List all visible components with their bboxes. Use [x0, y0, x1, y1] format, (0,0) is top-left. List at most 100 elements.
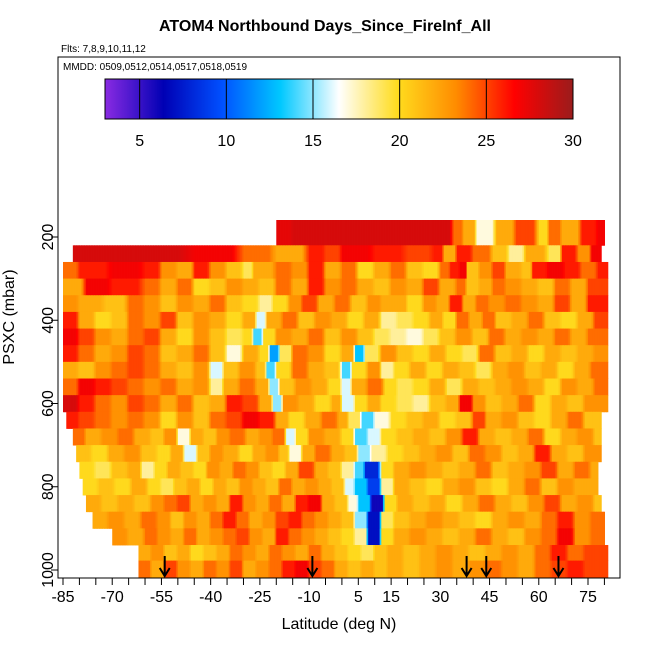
heatmap-cell: [346, 220, 350, 246]
heatmap-cell: [481, 411, 484, 429]
heatmap-cell: [333, 345, 336, 363]
heatmap-cell: [236, 461, 240, 479]
heatmap-cell: [268, 311, 271, 329]
heatmap-cell: [309, 445, 312, 463]
heatmap-cell: [169, 445, 172, 463]
heatmap-cell: [583, 395, 586, 413]
heatmap-cell: [522, 445, 525, 463]
heatmap-cell: [505, 220, 509, 246]
heatmap-cell: [81, 295, 84, 313]
heatmap-cell: [389, 220, 392, 246]
heatmap-cell: [291, 345, 294, 363]
heatmap-cell: [225, 445, 228, 463]
heatmap-cell: [92, 411, 95, 429]
heatmap-cell: [330, 278, 333, 296]
heatmap-cell: [215, 295, 218, 313]
heatmap-cell: [396, 445, 399, 463]
heatmap-cell: [358, 395, 361, 413]
heatmap-cell: [505, 461, 509, 479]
heatmap-cell: [176, 395, 179, 413]
heatmap-cell: [540, 345, 543, 363]
heatmap-cell: [159, 361, 163, 379]
heatmap-cell: [172, 461, 176, 479]
heatmap-cell: [456, 295, 459, 313]
heatmap-cell: [353, 478, 356, 496]
heatmap-cell: [108, 428, 112, 446]
heatmap-cell: [245, 461, 248, 479]
heatmap-cell: [573, 345, 576, 363]
heatmap-cell: [164, 395, 167, 413]
heatmap-cell: [579, 220, 583, 246]
heatmap-cell: [351, 278, 354, 296]
heatmap-cell: [131, 261, 135, 280]
heatmap-cell: [123, 295, 126, 313]
heatmap-cell: [338, 345, 341, 363]
heatmap-cell: [113, 411, 117, 429]
heatmap-cell: [519, 328, 522, 346]
heatmap-cell: [230, 411, 233, 429]
heatmap-cell: [164, 378, 167, 396]
heatmap-cell: [130, 361, 133, 379]
heatmap-cell: [151, 345, 154, 363]
heatmap-cell: [84, 361, 87, 379]
heatmap-cell: [318, 478, 322, 496]
heatmap-cell: [146, 411, 149, 429]
heatmap-cell: [230, 428, 233, 446]
heatmap-cell: [510, 461, 514, 479]
heatmap-cell: [330, 461, 333, 479]
heatmap-cell: [358, 378, 361, 396]
heatmap-cell: [107, 428, 110, 446]
heatmap-cell: [542, 445, 545, 463]
heatmap-cell: [163, 245, 166, 263]
heatmap-cell: [464, 345, 468, 363]
heatmap-cell: [381, 311, 384, 329]
heatmap-cell: [82, 245, 85, 263]
heatmap-cell: [456, 411, 459, 429]
heatmap-cell: [72, 378, 76, 396]
heatmap-cell: [72, 328, 76, 346]
heatmap-cell: [538, 445, 542, 463]
heatmap-cell: [396, 428, 399, 446]
heatmap-cell: [184, 411, 187, 429]
heatmap-cell: [177, 295, 181, 313]
heatmap-cell: [550, 461, 553, 479]
heatmap-cell: [261, 461, 264, 479]
heatmap-cell: [473, 328, 476, 346]
heatmap-cell: [318, 395, 322, 413]
heatmap-cell: [560, 295, 563, 313]
heatmap-cell: [120, 295, 123, 313]
heatmap-cell: [335, 411, 338, 429]
heatmap-cell: [81, 411, 84, 429]
heatmap-cell: [545, 445, 548, 463]
heatmap-cell: [130, 345, 133, 363]
heatmap-cell: [94, 261, 97, 280]
heatmap-cell: [486, 361, 489, 379]
heatmap-cell: [105, 295, 108, 313]
heatmap-cell: [596, 395, 599, 413]
heatmap-cell: [417, 311, 420, 329]
heatmap-cell: [225, 311, 228, 329]
heatmap-cell: [233, 261, 236, 280]
heatmap-cell: [297, 395, 300, 413]
heatmap-cell: [317, 445, 320, 463]
heatmap-cell: [107, 411, 110, 429]
heatmap-cell: [504, 278, 507, 296]
heatmap-cell: [597, 445, 601, 463]
heatmap-cell: [243, 361, 246, 379]
heatmap-cell: [122, 478, 125, 496]
heatmap-cell: [312, 428, 315, 446]
heatmap-cell: [133, 361, 136, 379]
heatmap-cell: [382, 395, 386, 413]
heatmap-cell: [138, 295, 141, 313]
heatmap-cell: [172, 478, 176, 496]
heatmap-cell: [135, 295, 138, 313]
heatmap-cell: [95, 428, 99, 446]
heatmap-cell: [455, 428, 458, 446]
heatmap-cell: [478, 278, 481, 296]
heatmap-cell: [494, 361, 497, 379]
heatmap-cell: [596, 295, 599, 313]
heatmap-cell: [79, 278, 82, 296]
heatmap-cell: [371, 478, 374, 496]
heatmap-cell: [599, 295, 602, 313]
heatmap-cell: [182, 478, 186, 496]
